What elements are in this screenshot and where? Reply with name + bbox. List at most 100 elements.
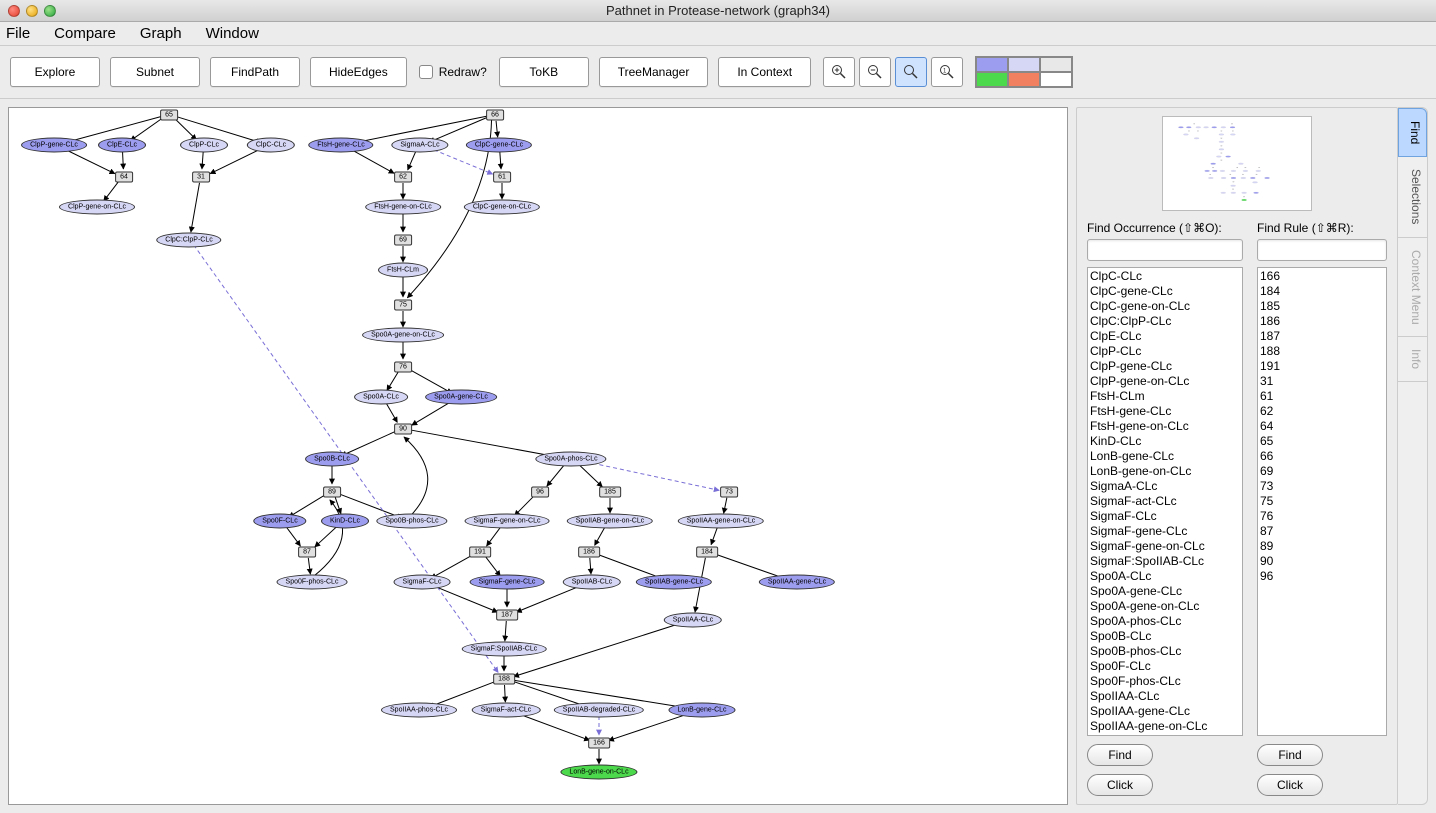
graph-node[interactable]: 66 — [486, 110, 504, 121]
graph-node[interactable]: 90 — [394, 424, 412, 435]
graph-node[interactable]: 65 — [160, 110, 178, 121]
graph-node[interactable]: SigmaA-CLc — [391, 138, 448, 153]
graph-node[interactable]: SpoIIAA-gene-on-CLc — [678, 514, 764, 529]
list-item[interactable]: 188 — [1260, 344, 1384, 359]
graph-node[interactable]: SigmaF-CLc — [394, 575, 451, 590]
graph-node[interactable]: SigmaF:SpoIIAB-CLc — [462, 642, 547, 657]
graph-node[interactable]: ClpE-CLc — [98, 138, 146, 153]
hideedges-button[interactable]: HideEdges — [310, 57, 407, 87]
list-item[interactable]: ClpP-gene-on-CLc — [1090, 374, 1240, 389]
list-item[interactable]: SpoIIAA-gene-on-CLc — [1090, 719, 1240, 734]
graph-node[interactable]: SigmaF-gene-on-CLc — [465, 514, 550, 529]
graph-node[interactable]: FtsH-gene-on-CLc — [365, 200, 441, 215]
list-item[interactable]: SpoIIAA-phos-CLc — [1090, 734, 1240, 736]
list-item[interactable]: 65 — [1260, 434, 1384, 449]
list-item[interactable]: 64 — [1260, 419, 1384, 434]
find-rule-input[interactable] — [1257, 239, 1387, 261]
graph-node[interactable]: Spo0A-gene-on-CLc — [362, 328, 444, 343]
list-item[interactable]: Spo0A-gene-on-CLc — [1090, 599, 1240, 614]
graph-node[interactable]: 61 — [493, 172, 511, 183]
tokb-button[interactable]: ToKB — [499, 57, 589, 87]
graph-node[interactable]: 184 — [696, 547, 718, 558]
graph-node[interactable]: Spo0F-CLc — [253, 514, 306, 529]
graph-node[interactable]: SpoIIAB-gene-on-CLc — [567, 514, 653, 529]
list-item[interactable]: Spo0A-CLc — [1090, 569, 1240, 584]
graph-node[interactable]: Spo0F-phos-CLc — [277, 575, 348, 590]
click-occurrence-button[interactable]: Click — [1087, 774, 1153, 796]
click-rule-button[interactable]: Click — [1257, 774, 1323, 796]
list-item[interactable]: LonB-gene-CLc — [1090, 449, 1240, 464]
palette-swatch[interactable] — [1040, 57, 1072, 72]
subnet-button[interactable]: Subnet — [110, 57, 200, 87]
graph-node[interactable]: 31 — [192, 172, 210, 183]
treemanager-button[interactable]: TreeManager — [599, 57, 709, 87]
sidetab-context-menu[interactable]: Context Menu — [1398, 238, 1427, 338]
findpath-button[interactable]: FindPath — [210, 57, 300, 87]
graph-node[interactable]: 89 — [323, 487, 341, 498]
palette-swatch[interactable] — [1008, 57, 1040, 72]
palette-swatch[interactable] — [1008, 72, 1040, 87]
list-item[interactable]: ClpC-CLc — [1090, 269, 1240, 284]
zoom-reset-icon[interactable]: 1 — [931, 57, 963, 87]
sidetab-selections[interactable]: Selections — [1398, 157, 1427, 237]
graph-node[interactable]: KinD-CLc — [321, 514, 369, 529]
graph-node[interactable]: 64 — [115, 172, 133, 183]
graph-node[interactable]: FtsH-CLm — [378, 263, 428, 278]
list-item[interactable]: SigmaF-gene-on-CLc — [1090, 539, 1240, 554]
graph-node[interactable]: Spo0B-CLc — [305, 452, 359, 467]
graph-canvas[interactable]: 6566ClpP-gene-CLcClpE-CLcClpP-CLcClpC-CL… — [8, 107, 1068, 805]
graph-node[interactable]: ClpC-gene-CLc — [466, 138, 532, 153]
list-item[interactable]: FtsH-CLm — [1090, 389, 1240, 404]
list-item[interactable]: ClpE-CLc — [1090, 329, 1240, 344]
list-item[interactable]: 87 — [1260, 524, 1384, 539]
color-palette[interactable] — [975, 56, 1073, 88]
list-item[interactable]: 191 — [1260, 359, 1384, 374]
graph-node[interactable]: 73 — [720, 487, 738, 498]
graph-node[interactable]: SpoIIAA-gene-CLc — [759, 575, 835, 590]
list-item[interactable]: SigmaF-CLc — [1090, 509, 1240, 524]
graph-node[interactable]: 87 — [298, 547, 316, 558]
graph-node[interactable]: SpoIIAB-gene-CLc — [636, 575, 712, 590]
graph-node[interactable]: LonB-gene-on-CLc — [560, 765, 637, 780]
graph-node[interactable]: 76 — [394, 362, 412, 373]
menu-file[interactable]: File — [6, 25, 30, 42]
list-item[interactable]: 73 — [1260, 479, 1384, 494]
graph-node[interactable]: 62 — [394, 172, 412, 183]
list-item[interactable]: Spo0F-CLc — [1090, 659, 1240, 674]
list-item[interactable]: 90 — [1260, 554, 1384, 569]
list-item[interactable]: ClpC:ClpP-CLc — [1090, 314, 1240, 329]
list-item[interactable]: LonB-gene-on-CLc — [1090, 464, 1240, 479]
graph-node[interactable]: ClpC-CLc — [247, 138, 295, 153]
list-item[interactable]: 187 — [1260, 329, 1384, 344]
graph-node[interactable]: 185 — [599, 487, 621, 498]
list-item[interactable]: ClpP-CLc — [1090, 344, 1240, 359]
list-item[interactable]: SpoIIAA-CLc — [1090, 689, 1240, 704]
minimap[interactable] — [1162, 116, 1312, 211]
list-item[interactable]: SigmaA-CLc — [1090, 479, 1240, 494]
find-occurrence-input[interactable] — [1087, 239, 1243, 261]
list-item[interactable]: 66 — [1260, 449, 1384, 464]
graph-node[interactable]: SpoIIAA-phos-CLc — [381, 703, 457, 718]
list-item[interactable]: SigmaF-act-CLc — [1090, 494, 1240, 509]
list-item[interactable]: 184 — [1260, 284, 1384, 299]
in context-button[interactable]: In Context — [718, 57, 811, 87]
list-item[interactable]: 166 — [1260, 269, 1384, 284]
graph-node[interactable]: 187 — [496, 610, 518, 621]
list-item[interactable]: 185 — [1260, 299, 1384, 314]
zoom-out-icon[interactable] — [859, 57, 891, 87]
list-item[interactable]: FtsH-gene-CLc — [1090, 404, 1240, 419]
graph-node[interactable]: Spo0A-phos-CLc — [535, 452, 606, 467]
graph-node[interactable]: ClpC:ClpP-CLc — [156, 233, 221, 248]
palette-swatch[interactable] — [976, 57, 1008, 72]
list-item[interactable]: ClpP-gene-CLc — [1090, 359, 1240, 374]
zoom-fit-icon[interactable] — [895, 57, 927, 87]
list-item[interactable]: ClpC-gene-on-CLc — [1090, 299, 1240, 314]
graph-node[interactable]: SpoIIAA-CLc — [664, 613, 722, 628]
graph-node[interactable]: 69 — [394, 235, 412, 246]
palette-swatch[interactable] — [976, 72, 1008, 87]
palette-swatch[interactable] — [1040, 72, 1072, 87]
list-item[interactable]: FtsH-gene-on-CLc — [1090, 419, 1240, 434]
list-item[interactable]: SigmaF:SpoIIAB-CLc — [1090, 554, 1240, 569]
list-item[interactable]: 75 — [1260, 494, 1384, 509]
list-item[interactable]: Spo0A-phos-CLc — [1090, 614, 1240, 629]
